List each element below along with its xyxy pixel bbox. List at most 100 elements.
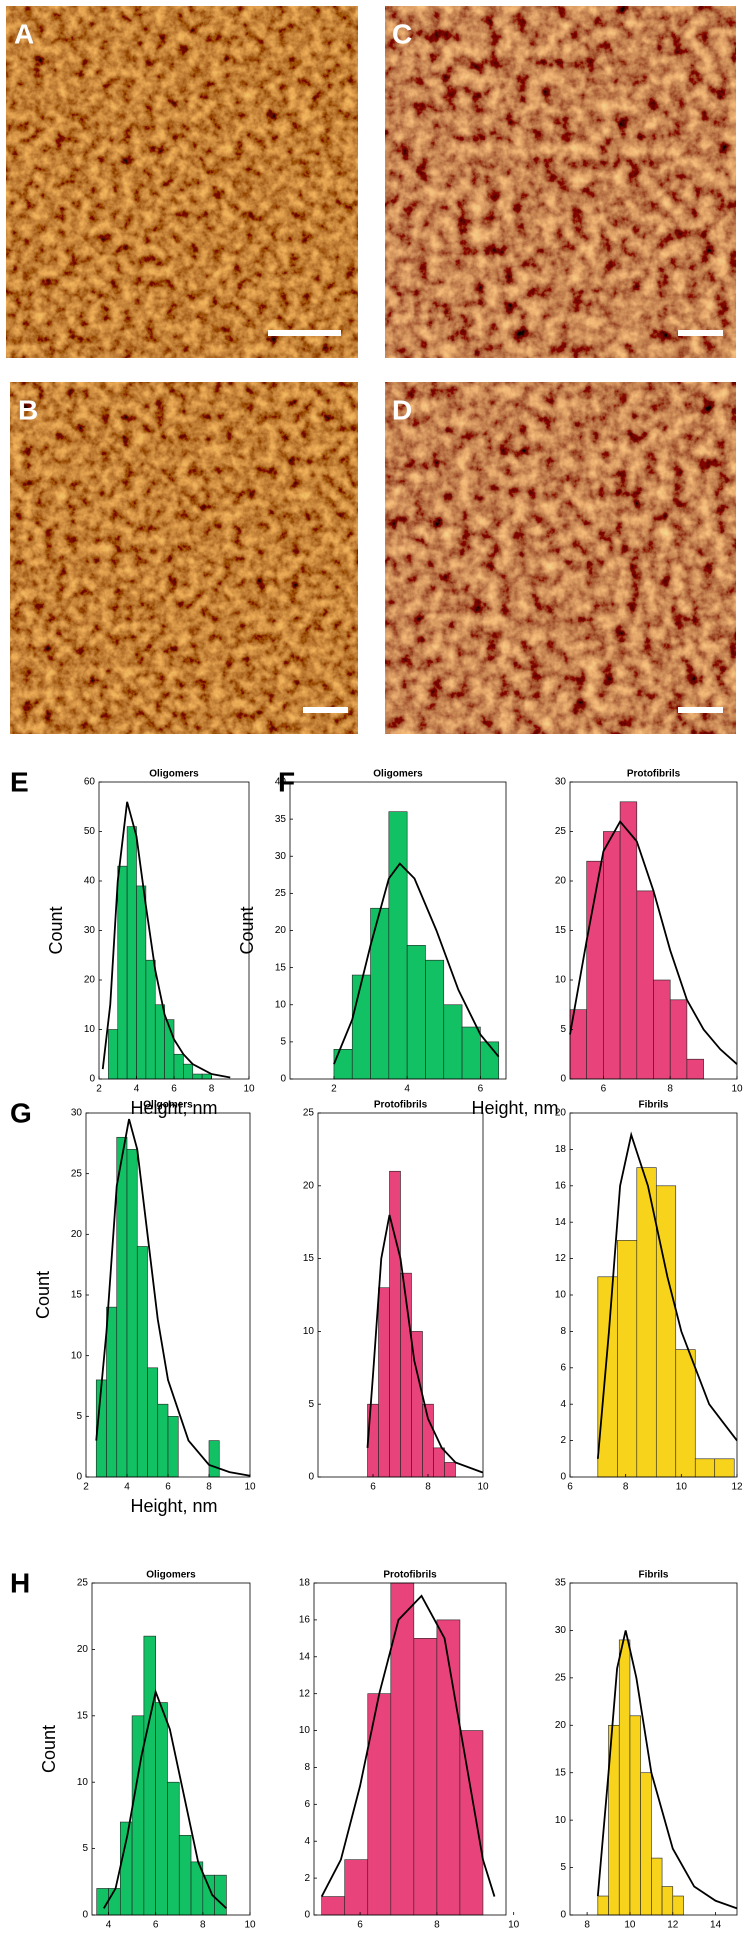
y-tick-label: 40: [275, 777, 287, 788]
y-tick-label: 5: [308, 1399, 314, 1410]
y-tick-label: 15: [555, 1767, 567, 1778]
x-tick-label: 8: [206, 1482, 212, 1493]
x-tick-label: 8: [623, 1482, 629, 1493]
x-tick-label: 6: [153, 1920, 159, 1931]
y-tick-label: 15: [303, 1253, 315, 1264]
y-tick-label: 12: [299, 1688, 311, 1699]
y-tick-label: 18: [299, 1578, 311, 1589]
y-tick-label: 20: [303, 1180, 315, 1191]
afm-image-a: A: [6, 6, 358, 358]
bar: [655, 1185, 677, 1478]
y-tick-label: 20: [555, 1108, 567, 1119]
afm-image-d: D: [385, 382, 736, 734]
y-axis-label: Count: [33, 1271, 53, 1319]
y-tick-label: 10: [555, 1290, 567, 1301]
bar: [208, 1440, 220, 1478]
x-tick-label: 8: [200, 1920, 206, 1931]
image-label: D: [392, 394, 412, 425]
y-tick-label: 15: [555, 925, 567, 936]
x-tick-label: 2: [83, 1482, 89, 1493]
bar: [214, 1874, 227, 1916]
bar: [106, 1306, 118, 1478]
bar: [653, 979, 671, 1080]
y-tick-label: 35: [555, 1578, 567, 1589]
scale-bar: [303, 707, 348, 713]
x-tick-label: 4: [106, 1920, 112, 1931]
bar: [167, 1781, 180, 1916]
fit-curve: [95, 1118, 251, 1477]
bar: [444, 1462, 456, 1478]
y-tick-label: 30: [555, 777, 567, 788]
scale-bar: [678, 330, 723, 336]
y-tick-label: 25: [555, 1672, 567, 1683]
bar: [629, 1715, 641, 1916]
x-tick-label: 8: [667, 1084, 673, 1095]
bar: [136, 885, 147, 1080]
bar: [126, 826, 137, 1080]
chart-title: Oligomers: [143, 1100, 193, 1111]
fit-curve: [596, 1131, 738, 1459]
x-tick-label: 10: [243, 1084, 255, 1095]
bar: [108, 1888, 121, 1916]
y-tick-label: 30: [275, 851, 287, 862]
afm-image-c: C: [385, 6, 736, 358]
y-tick-label: 20: [555, 876, 567, 887]
bar: [173, 1053, 184, 1080]
y-tick-label: 0: [280, 1074, 286, 1085]
y-tick-label: 25: [555, 826, 567, 837]
bar: [686, 1058, 704, 1080]
y-tick-label: 25: [71, 1168, 83, 1179]
y-tick-label: 10: [77, 1777, 89, 1788]
y-tick-label: 10: [303, 1326, 315, 1337]
bar: [618, 1639, 631, 1916]
bar: [116, 1136, 128, 1478]
bar: [145, 959, 156, 1080]
plot-frame: [313, 1582, 507, 1916]
chart-title: Fibrils: [638, 1100, 668, 1111]
bar: [344, 1859, 369, 1916]
y-tick-label: 16: [299, 1615, 311, 1626]
y-tick-label: 20: [555, 1720, 567, 1731]
x-tick-label: 4: [134, 1084, 140, 1095]
y-tick-label: 4: [304, 1836, 310, 1847]
y-tick-label: 5: [82, 1843, 88, 1854]
y-tick-label: 0: [308, 1472, 314, 1483]
x-tick-label: 6: [567, 1482, 573, 1493]
bar: [131, 1715, 145, 1916]
x-tick-label: 2: [96, 1084, 102, 1095]
y-tick-label: 60: [84, 777, 96, 788]
y-tick-label: 15: [71, 1290, 83, 1301]
chart-title: Protofibrils: [383, 1570, 437, 1581]
fit-curve: [569, 820, 738, 1065]
bar: [117, 865, 128, 1080]
y-axis-label: Count: [237, 906, 257, 954]
bar: [119, 1821, 133, 1916]
bar: [413, 1638, 438, 1916]
x-tick-label: 6: [601, 1084, 607, 1095]
bar: [157, 1403, 169, 1478]
bar: [694, 1458, 716, 1478]
y-tick-label: 15: [275, 962, 287, 973]
bar: [167, 1416, 179, 1478]
x-tick-label: 8: [209, 1084, 215, 1095]
y-tick-label: 10: [71, 1350, 83, 1361]
bar: [147, 1367, 159, 1478]
y-tick-label: 10: [299, 1725, 311, 1736]
bar: [389, 1170, 401, 1478]
y-tick-label: 8: [304, 1762, 310, 1773]
y-tick-label: 30: [84, 925, 96, 936]
x-tick-label: 6: [357, 1920, 363, 1931]
bar: [154, 1004, 165, 1080]
bar: [640, 1772, 652, 1916]
scale-bar: [268, 330, 341, 336]
bar: [201, 1073, 212, 1080]
x-tick-label: 4: [404, 1084, 410, 1095]
y-tick-label: 10: [555, 1815, 567, 1826]
chart-title: Fibrils: [638, 1570, 668, 1581]
plot-frame: [317, 1112, 484, 1478]
bar: [636, 890, 654, 1080]
y-tick-label: 50: [84, 826, 96, 837]
bar: [351, 974, 371, 1080]
x-axis-label: Height, nm: [471, 1098, 558, 1118]
